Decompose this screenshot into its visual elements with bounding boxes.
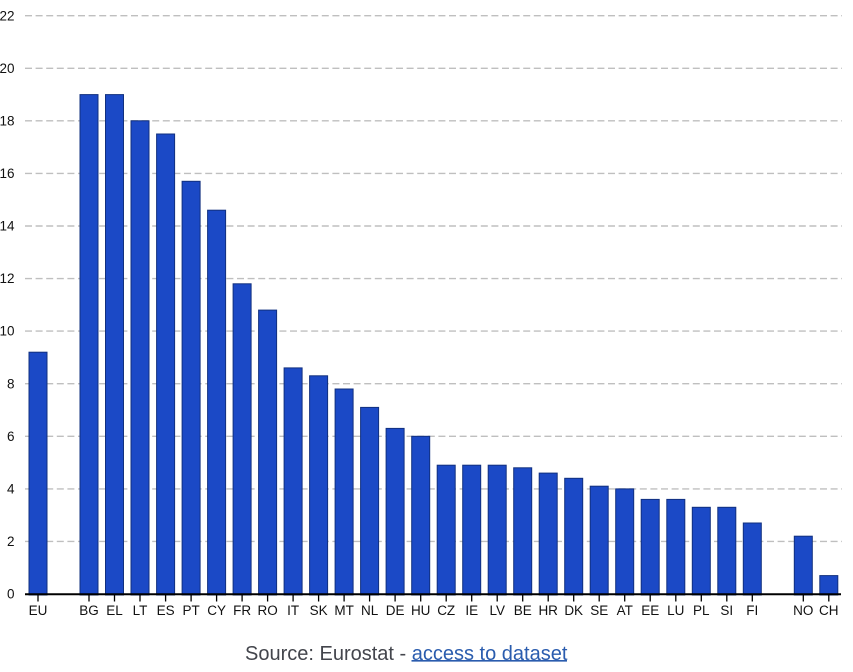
svg-text:2: 2 — [7, 534, 15, 549]
svg-text:10: 10 — [0, 324, 15, 339]
svg-text:6: 6 — [7, 429, 15, 444]
svg-text:EL: EL — [106, 603, 123, 618]
svg-text:SI: SI — [720, 603, 733, 618]
svg-text:HU: HU — [411, 603, 431, 618]
svg-text:IE: IE — [465, 603, 478, 618]
svg-text:EU: EU — [29, 603, 48, 618]
svg-text:IT: IT — [287, 603, 299, 618]
svg-text:22: 22 — [0, 8, 15, 23]
svg-text:FR: FR — [233, 603, 251, 618]
svg-text:4: 4 — [7, 482, 15, 497]
svg-text:FI: FI — [746, 603, 758, 618]
svg-text:LU: LU — [667, 603, 684, 618]
svg-text:EE: EE — [641, 603, 659, 618]
svg-text:BG: BG — [79, 603, 99, 618]
svg-text:16: 16 — [0, 166, 15, 181]
svg-text:14: 14 — [0, 219, 15, 234]
svg-text:NL: NL — [361, 603, 379, 618]
svg-text:SE: SE — [590, 603, 608, 618]
svg-text:CZ: CZ — [437, 603, 455, 618]
svg-text:18: 18 — [0, 113, 15, 128]
svg-text:LV: LV — [489, 603, 505, 618]
svg-text:HR: HR — [538, 603, 558, 618]
svg-text:LT: LT — [133, 603, 148, 618]
svg-text:CY: CY — [207, 603, 226, 618]
svg-text:DE: DE — [386, 603, 405, 618]
svg-text:PT: PT — [182, 603, 199, 618]
svg-text:8: 8 — [7, 376, 15, 391]
svg-text:SK: SK — [310, 603, 328, 618]
svg-text:0: 0 — [7, 587, 15, 602]
svg-text:PL: PL — [693, 603, 710, 618]
svg-text:BE: BE — [514, 603, 532, 618]
svg-text:NO: NO — [793, 603, 813, 618]
svg-text:CH: CH — [819, 603, 839, 618]
svg-text:Source: Eurostat - access to d: Source: Eurostat - access to dataset — [245, 643, 568, 665]
svg-text:ES: ES — [157, 603, 175, 618]
svg-text:20: 20 — [0, 61, 15, 76]
svg-text:RO: RO — [257, 603, 277, 618]
svg-text:AT: AT — [617, 603, 633, 618]
svg-text:12: 12 — [0, 271, 15, 286]
svg-text:DK: DK — [564, 603, 583, 618]
svg-text:MT: MT — [334, 603, 354, 618]
